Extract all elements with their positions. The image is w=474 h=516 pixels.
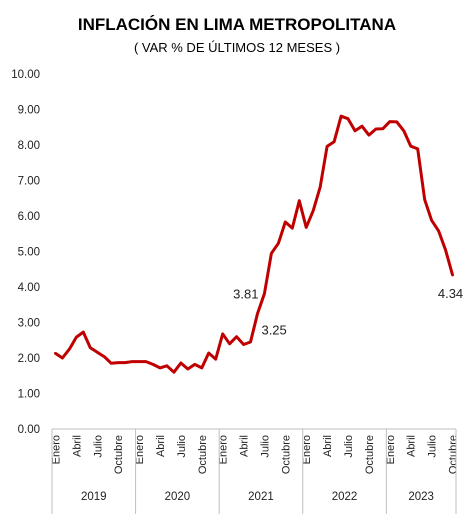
x-tick-label: Octubre [197, 435, 209, 474]
data-label: 4.34 [438, 286, 463, 301]
x-tick-label: Octubre [280, 435, 292, 474]
y-tick-label: 1.00 [18, 389, 40, 401]
x-tick-label: Abril [71, 435, 83, 457]
x-tick-label: Octubre [364, 435, 376, 474]
y-tick-label: 9.00 [18, 105, 40, 117]
y-tick-label: 5.00 [18, 247, 40, 259]
year-label: 2020 [165, 491, 191, 503]
y-tick-label: 4.00 [18, 282, 40, 294]
y-tick-label: 3.00 [18, 318, 40, 330]
x-axis-month-labels: Enero Abril Julio Octubre Enero Abril Julio Oct… [50, 435, 459, 474]
x-tick-label: Enero [134, 435, 146, 464]
x-tick-label: Julio [427, 435, 439, 458]
data-label: 3.25 [261, 323, 286, 338]
y-axis-tick-labels: 0.00 1.00 2.00 3.00 4.00 5.00 6.00 7.00 8.00 9.00… [11, 69, 40, 436]
y-tick-label: 6.00 [18, 211, 40, 223]
y-tick-label: 8.00 [18, 140, 40, 152]
x-tick-label: Abril [155, 435, 167, 457]
x-tick-label: Abril [239, 435, 251, 457]
x-tick-label: Julio [343, 435, 355, 458]
y-tick-label: 10.00 [11, 69, 40, 81]
x-axis-year-labels: 2019 2020 2021 2022 2023 [81, 491, 434, 503]
x-tick-label: Julio [176, 435, 188, 458]
year-label: 2023 [408, 491, 434, 503]
x-tick-label: Octubre [448, 435, 460, 474]
year-group-dividers [51, 429, 457, 514]
x-tick-label: Enero [218, 435, 230, 464]
year-label: 2019 [81, 491, 107, 503]
year-label: 2022 [332, 491, 358, 503]
x-tick-label: Julio [92, 435, 104, 458]
inflation-series-line [54, 114, 454, 374]
x-tick-label: Julio [259, 435, 271, 458]
data-label: 3.81 [233, 287, 258, 302]
year-label: 2021 [248, 491, 274, 503]
x-tick-label: Enero [301, 435, 313, 464]
x-tick-label: Enero [385, 435, 397, 464]
x-tick-label: Enero [50, 435, 62, 464]
y-tick-label: 7.00 [18, 176, 40, 188]
y-tick-label: 0.00 [18, 424, 40, 436]
chart-subtitle: ( VAR % DE ÚLTIMOS 12 MESES ) [134, 40, 340, 55]
chart-title: INFLACIÓN EN LIMA METROPOLITANA [78, 15, 396, 34]
y-tick-label: 2.00 [18, 353, 40, 365]
data-labels: 3.81 3.25 4.34 [233, 286, 463, 338]
x-tick-label: Octubre [113, 435, 125, 474]
x-tick-label: Abril [406, 435, 418, 457]
x-tick-label: Abril [322, 435, 334, 457]
